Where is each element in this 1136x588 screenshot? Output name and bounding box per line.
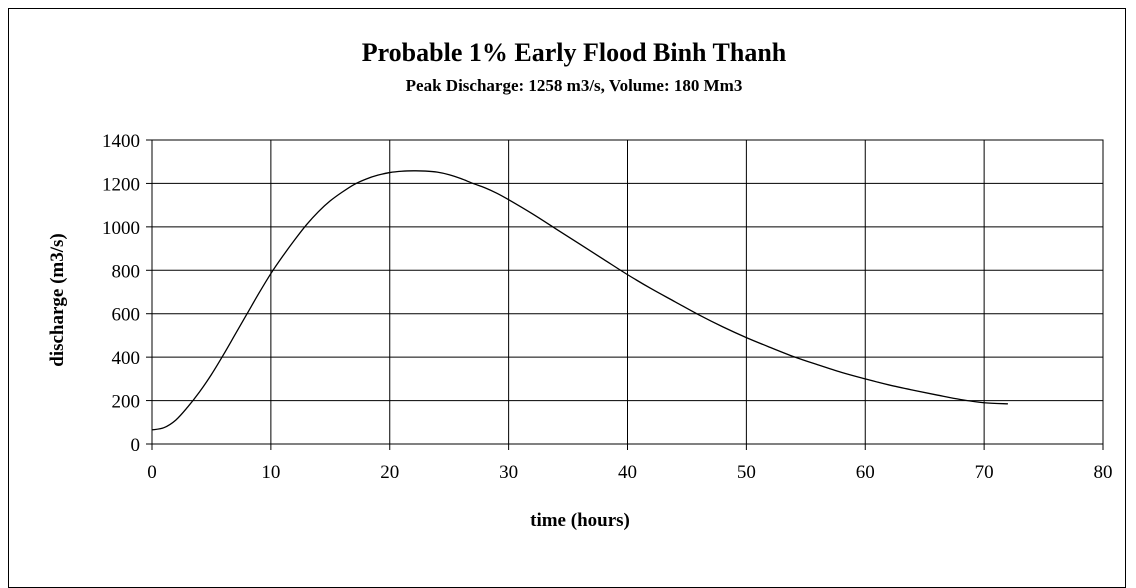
chart-subtitle: Peak Discharge: 1258 m3/s, Volume: 180 M… [406,76,743,95]
chart-svg: Probable 1% Early Flood Binh Thanh Peak … [47,38,1113,531]
y-axis-label: discharge (m3/s) [47,233,68,367]
y-tick-label: 1400 [102,131,140,152]
x-tick-label: 30 [499,462,518,483]
y-tick-label: 200 [112,392,141,413]
y-tick-label: 600 [112,305,141,326]
y-tick-label: 800 [112,261,141,282]
x-tick-label: 60 [856,462,875,483]
x-tick-label: 50 [737,462,756,483]
y-tick-label: 400 [112,348,141,369]
x-axis-label: time (hours) [530,510,630,531]
x-tick-label: 40 [618,462,637,483]
discharge-series-line [151,170,1008,431]
y-tick-label: 0 [131,435,141,456]
x-tick-label: 20 [380,462,399,483]
y-axis-ticks: 0 200 400 600 800 1000 1200 1400 [102,131,152,456]
chart-frame: Probable 1% Early Flood Binh Thanh Peak … [8,8,1126,588]
x-tick-label: 10 [261,462,280,483]
grid [152,140,1103,444]
chart-title: Probable 1% Early Flood Binh Thanh [362,38,787,67]
x-tick-label: 0 [147,462,157,483]
y-tick-label: 1000 [102,218,140,239]
y-tick-label: 1200 [102,174,140,195]
x-axis-ticks: 0 10 20 30 40 50 60 70 80 [147,444,1113,483]
x-tick-label: 80 [1094,462,1113,483]
x-tick-label: 70 [975,462,994,483]
